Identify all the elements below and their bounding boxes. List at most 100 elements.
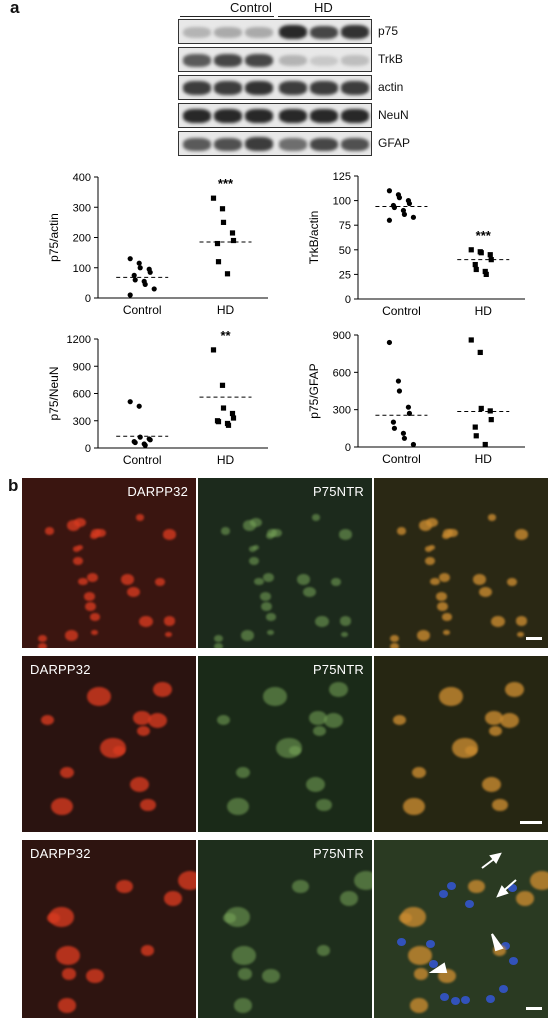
blot-band [341, 137, 369, 151]
arrow-1-head [489, 852, 502, 864]
data-point-hd [472, 424, 478, 430]
blot-group-control-line [180, 16, 274, 17]
cell-body [262, 969, 280, 984]
micro-darpp32-1-label: DARPP32 [127, 484, 188, 499]
micro-darpp32-2: DARPP32 [22, 656, 196, 832]
blot-band [183, 137, 211, 151]
data-point-hd [468, 247, 474, 253]
cell-body [529, 870, 548, 891]
blot-row-gfap [178, 131, 372, 156]
data-point-control [147, 269, 153, 275]
panel-a-letter: a [10, 0, 20, 17]
cell-body [305, 776, 325, 793]
blot-row-label: TrkB [378, 52, 403, 66]
data-point-hd [487, 408, 493, 414]
cell-body [389, 634, 400, 643]
blot-band [310, 55, 338, 67]
blot-band [183, 27, 211, 39]
x-category-label: Control [123, 453, 162, 467]
cell-body [233, 998, 252, 1013]
data-point-control [410, 214, 417, 220]
data-point-control [142, 442, 148, 448]
cell-body [90, 613, 100, 621]
cell-body [235, 766, 251, 779]
cell-body [492, 945, 506, 956]
cell-body [40, 714, 55, 726]
blot-group-hd-label: HD [314, 0, 333, 15]
cell-body [226, 797, 250, 816]
data-point-control [136, 260, 142, 266]
blot-band [279, 109, 307, 123]
cell-body [439, 573, 451, 582]
panel-b-letter: b [8, 476, 19, 495]
data-point-hd [215, 259, 222, 265]
y-tick-label: 0 [345, 294, 351, 306]
significance-marker: *** [218, 176, 234, 191]
cell-body [240, 629, 255, 641]
data-point-control [401, 435, 408, 441]
cell-body [408, 946, 432, 965]
blot-band [214, 27, 242, 39]
data-point-hd [219, 382, 226, 388]
cell-body [37, 634, 48, 643]
cell-body [308, 710, 327, 725]
cell-body [259, 592, 272, 602]
data-point-hd [478, 405, 484, 412]
cell-body [426, 517, 438, 527]
dapi-nucleus [464, 900, 474, 909]
cell-body [147, 712, 167, 729]
cell-body [263, 686, 287, 706]
micro-darpp32-2-label: DARPP32 [30, 662, 91, 677]
data-point-control [137, 434, 143, 440]
cell-body [73, 557, 83, 565]
cell-body [140, 798, 156, 812]
blot-band [310, 81, 338, 95]
cell-body [392, 714, 407, 726]
cell-body [220, 527, 231, 535]
cell-body [425, 546, 433, 552]
blot-band [214, 109, 242, 123]
cell-body [115, 879, 133, 893]
cell-body [91, 629, 99, 636]
y-tick-label: 600 [73, 389, 91, 401]
cell-body [237, 968, 253, 980]
data-point-control [406, 410, 413, 416]
cell-body [177, 870, 196, 891]
data-point-control [410, 441, 417, 448]
cell-body [216, 714, 231, 726]
cell-body [288, 745, 301, 756]
data-point-hd [478, 250, 484, 256]
cell-body [267, 629, 275, 636]
data-point-hd [468, 337, 474, 343]
x-category-label: Control [123, 303, 162, 317]
y-tick-label: 200 [73, 233, 91, 245]
significance-marker: *** [476, 228, 492, 243]
cell-body [390, 642, 399, 648]
blot-band [245, 137, 273, 151]
cell-body [443, 629, 451, 636]
cell-body [340, 890, 359, 906]
micro-p75ntr-1: P75NTR [198, 478, 372, 648]
x-category-label: HD [475, 452, 493, 466]
cell-body [413, 968, 429, 980]
cell-body [291, 879, 309, 893]
micro-p75ntr-1-label: P75NTR [312, 484, 364, 499]
cell-body [254, 578, 264, 586]
blot-band [245, 53, 273, 67]
data-point-control [132, 439, 138, 446]
cell-body [464, 745, 477, 756]
data-point-control [391, 204, 398, 211]
blot-band [245, 109, 273, 123]
y-tick-label: 300 [73, 416, 91, 428]
cell-body [73, 546, 81, 552]
data-point-control [386, 217, 393, 223]
data-point-control [386, 188, 393, 194]
data-point-control [136, 403, 142, 409]
y-tick-label: 100 [333, 196, 351, 208]
data-point-control [142, 281, 148, 287]
y-tick-label: 100 [73, 263, 91, 275]
cell-body [249, 557, 259, 565]
y-tick-label: 1200 [67, 334, 91, 346]
blot-band [310, 109, 338, 123]
cell-body [488, 725, 502, 737]
